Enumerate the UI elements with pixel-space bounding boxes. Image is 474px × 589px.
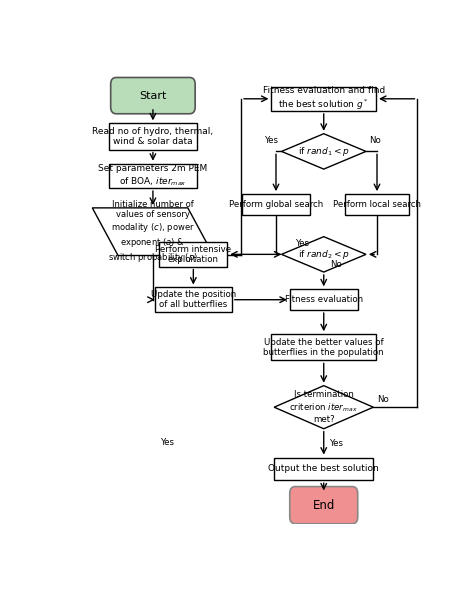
Bar [272,87,376,111]
Text: if $rand_1 < p$: if $rand_1 < p$ [298,145,350,158]
Polygon shape [274,386,374,429]
Text: Set parameters 2m PEM
of BOA, $iter_{max}$: Set parameters 2m PEM of BOA, $iter_{max… [98,164,208,187]
Text: Output the best solution: Output the best solution [268,464,379,474]
Bar [274,458,374,480]
FancyBboxPatch shape [110,78,195,114]
Text: if $rand_2 < p$: if $rand_2 < p$ [298,248,350,261]
Text: Initialize number of
values of sensory
modality ($c$), power
exponent ($a$) &
sw: Initialize number of values of sensory m… [108,200,198,264]
Text: Fitness evaluation and find
the best solution $g^*$: Fitness evaluation and find the best sol… [263,86,385,111]
Bar [345,194,409,215]
Text: Is termination
criterion $iter_{max}$
met?: Is termination criterion $iter_{max}$ me… [290,391,358,424]
Bar [290,289,358,310]
Bar [159,242,228,267]
Text: Yes: Yes [265,135,279,144]
Text: No: No [369,135,381,144]
Text: End: End [312,499,335,512]
Text: Yes: Yes [161,438,174,447]
Bar [109,164,197,188]
Text: No: No [330,260,342,270]
Bar [272,334,376,360]
Text: Perform intensive
exploitation: Perform intensive exploitation [155,244,231,264]
Bar [242,194,310,215]
FancyBboxPatch shape [290,487,358,524]
Text: Read no of hydro, thermal,
wind & solar data: Read no of hydro, thermal, wind & solar … [92,127,213,146]
Text: Perform global search: Perform global search [229,200,323,209]
Text: Start: Start [139,91,167,101]
Polygon shape [282,134,366,169]
Text: Yes: Yes [330,439,344,448]
Polygon shape [282,237,366,272]
Polygon shape [92,208,213,256]
Bar [155,287,232,312]
Text: Fitness evaluation: Fitness evaluation [285,295,363,304]
Text: Update the better values of
butterflies in the population: Update the better values of butterflies … [264,337,384,357]
Text: Update the position
of all butterflies: Update the position of all butterflies [151,290,236,309]
Text: No: No [377,395,388,403]
Bar [109,123,197,150]
Text: Perform local search: Perform local search [333,200,421,209]
Text: Yes: Yes [296,239,310,247]
